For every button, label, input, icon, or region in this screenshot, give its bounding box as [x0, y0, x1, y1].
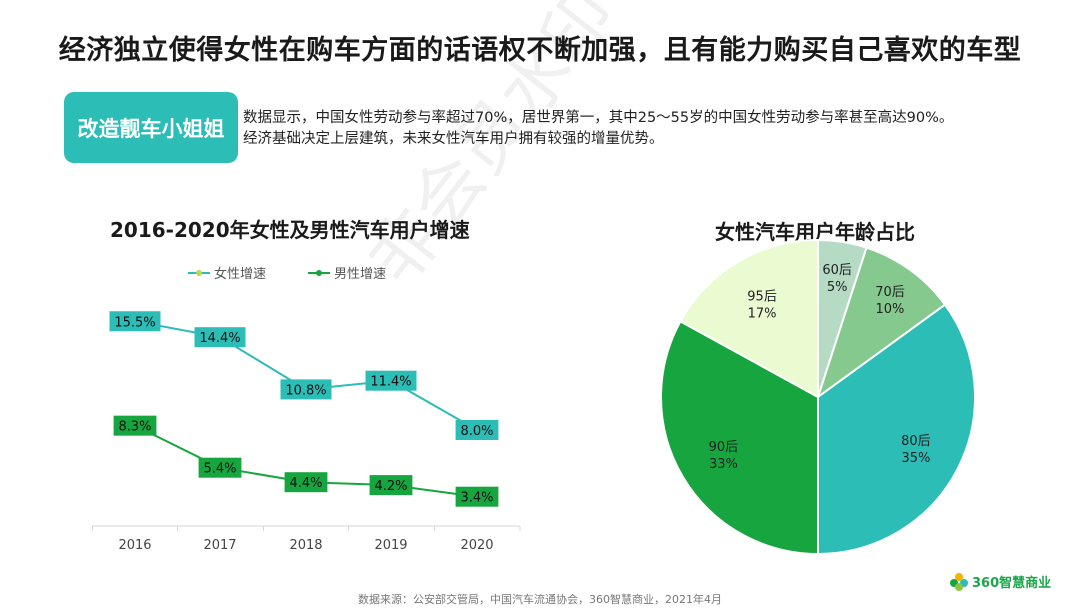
pie-slice-70后: [816, 246, 947, 400]
logo-icon: [950, 572, 968, 591]
data-label-box: [455, 486, 499, 507]
pie-label-name-60后: 60后: [822, 263, 852, 278]
data-label-男性增速-2016: 8.3%: [118, 420, 151, 435]
data-label-box: [455, 420, 499, 440]
legend-marker-1: [196, 270, 202, 276]
data-label-box: [365, 370, 417, 391]
data-label-box: [113, 415, 157, 436]
x-tick-label-2017: 2017: [203, 538, 236, 553]
data-label-女性增速-2019: 11.4%: [370, 375, 411, 390]
section-tag: 改造靓车小姐姐: [64, 92, 238, 163]
legend-label-1: 女性增速: [214, 266, 266, 282]
line-chart-title: 2016-2020年女性及男性汽车用户增速: [110, 218, 470, 242]
pie-slice-95后: [679, 238, 819, 399]
data-label-女性增速-2020: 8.0%: [460, 424, 493, 439]
description-line-2: 经济基础决定上层建筑，未来女性汽车用户拥有较强的增量优势。: [243, 131, 664, 147]
data-label-女性增速-2017: 14.4%: [199, 331, 240, 346]
legend-marker-2: [316, 270, 322, 276]
pie-slice-90后: [660, 320, 819, 556]
data-label-box: [194, 327, 246, 348]
pie-label-name-90后: 90后: [709, 440, 739, 455]
pie-slice-80后: [817, 303, 976, 556]
data-label-box: [369, 475, 413, 496]
x-tick-label-2018: 2018: [289, 538, 322, 553]
legend-label-2: 男性增速: [334, 267, 386, 282]
x-tick-label-2020: 2020: [460, 538, 493, 553]
data-label-男性增速-2017: 5.4%: [203, 462, 236, 477]
pie-label-value-80后: 35%: [901, 451, 930, 466]
data-label-box: [284, 472, 328, 493]
pie-label-name-70后: 70后: [875, 285, 905, 300]
pie-label-value-95后: 17%: [748, 306, 777, 321]
data-label-box: [109, 311, 161, 332]
series-line-1: [134, 320, 478, 431]
data-label-box: [280, 379, 332, 400]
data-label-男性增速-2020: 3.4%: [460, 491, 493, 506]
logo-text: 360智慧商业: [972, 576, 1052, 591]
x-tick-label-2019: 2019: [374, 538, 407, 553]
data-label-男性增速-2018: 4.4%: [289, 476, 322, 491]
page-title: 经济独立使得女性在购车方面的话语权不断加强，且有能力购买自己喜欢的车型: [58, 35, 1022, 66]
description: 数据显示，中国女性劳动参与率超过70%，居世界第一，其中25～55岁的中国女性劳…: [243, 108, 1043, 150]
pie-label-value-70后: 10%: [876, 302, 905, 317]
source-note: 数据来源：公安部交管局，中国汽车流通协会，360智慧商业，2021年4月: [358, 593, 722, 606]
pie-label-value-60后: 5%: [827, 280, 848, 295]
description-line-1: 数据显示，中国女性劳动参与率超过70%，居世界第一，其中25～55岁的中国女性劳…: [243, 110, 954, 126]
brand-logo: 360智慧商业: [950, 572, 1051, 591]
pie-label-value-90后: 33%: [709, 457, 738, 472]
data-label-女性增速-2016: 15.5%: [114, 315, 155, 330]
data-label-男性增速-2019: 4.2%: [374, 479, 407, 494]
pie-label-name-95后: 95后: [747, 289, 777, 304]
x-tick-label-2016: 2016: [118, 538, 151, 553]
data-label-女性增速-2018: 10.8%: [285, 383, 326, 398]
data-label-box: [198, 457, 242, 478]
pie-label-name-80后: 80后: [901, 434, 931, 449]
